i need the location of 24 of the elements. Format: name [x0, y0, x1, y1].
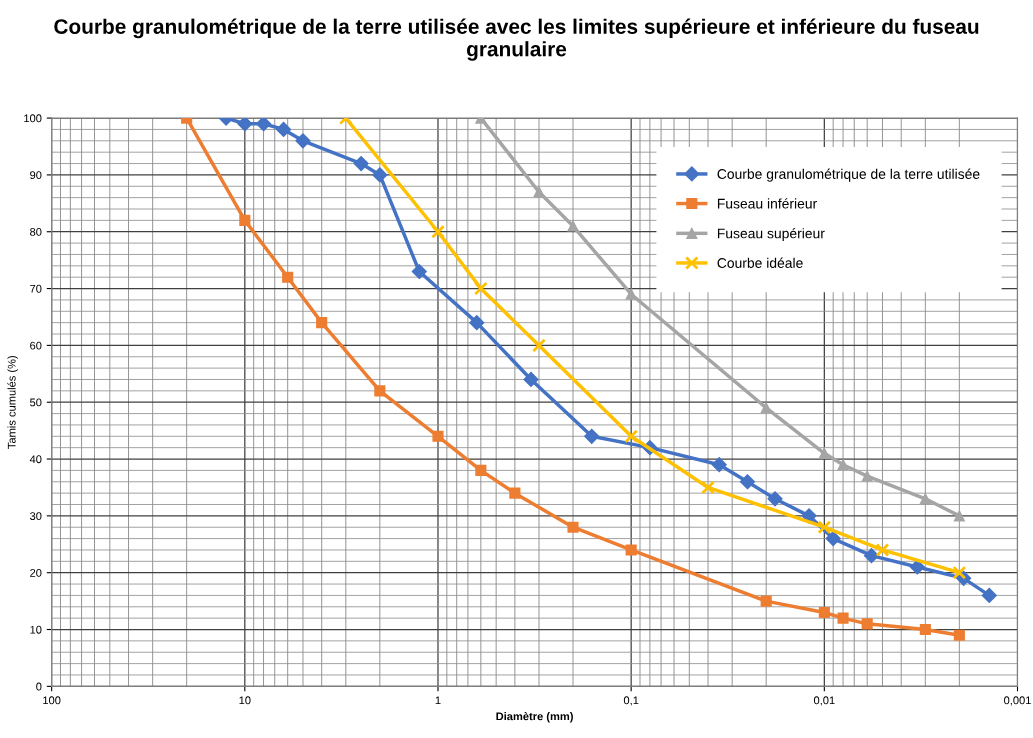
y-tick-label: 20	[30, 568, 42, 577]
x-tick-label: 100	[43, 696, 61, 705]
legend-label: Fuseau inférieur	[717, 198, 817, 209]
x-tick-label: 10	[239, 696, 251, 705]
y-tick-label: 100	[24, 114, 42, 123]
y-tick-label: 90	[30, 171, 42, 180]
legend-label: Courbe idéale	[717, 257, 803, 268]
y-tick-label: 50	[30, 398, 42, 407]
y-tick-label: 10	[30, 625, 42, 634]
x-tick-label: 0,01	[813, 696, 835, 706]
y-tick-label: 30	[29, 512, 42, 520]
y-tick-label: 70	[30, 284, 42, 293]
legend-label: Courbe granulométrique de la terre utilisée	[717, 168, 980, 182]
y-tick-label: 80	[30, 228, 42, 236]
legend-label: Fuseau supérieur	[717, 227, 825, 242]
x-axis-title: Diamètre (mm)	[496, 711, 573, 723]
x-tick-label: 0,1	[623, 696, 639, 706]
y-tick-label: 0	[36, 682, 42, 691]
chart-title: Courbe granulométrique de la terre utilisée avec les limites supérieure et inférieure du fuseau granulaire	[54, 18, 979, 61]
y-axis-title: Tamis cumulés (%)	[7, 355, 18, 449]
x-tick-label: 1	[435, 696, 441, 705]
x-tick-label: 0,001	[1004, 696, 1031, 706]
y-tick-label: 60	[30, 341, 42, 350]
y-tick-label: 40	[29, 455, 42, 464]
